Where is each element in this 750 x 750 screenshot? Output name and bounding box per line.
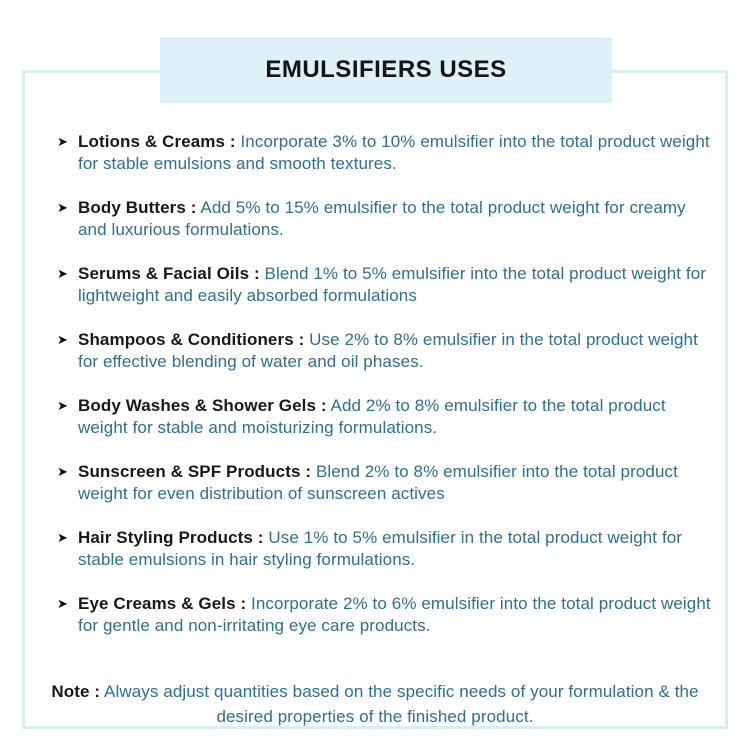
item-label: Body Butters :: [78, 198, 197, 217]
uses-list: ➤ Lotions & Creams : Incorporate 3% to 1…: [57, 131, 717, 659]
list-item: ➤ Hair Styling Products : Use 1% to 5% e…: [57, 527, 717, 571]
item-label: Hair Styling Products :: [78, 528, 264, 547]
arrowhead-bullet-icon: ➤: [57, 530, 68, 545]
arrowhead-bullet-icon: ➤: [57, 464, 68, 479]
arrowhead-bullet-icon: ➤: [57, 398, 68, 413]
list-item-text: Lotions & Creams : Incorporate 3% to 10%…: [78, 131, 717, 175]
item-description: Use 1% to 5% emulsifier in the total pro…: [78, 528, 683, 569]
list-item-text: Hair Styling Products : Use 1% to 5% emu…: [78, 527, 717, 571]
arrowhead-bullet-icon: ➤: [57, 266, 68, 281]
arrowhead-bullet-icon: ➤: [57, 332, 68, 347]
item-description: Add 2% to 8% emulsifier to the total pro…: [78, 396, 666, 437]
list-item: ➤ Sunscreen & SPF Products : Blend 2% to…: [57, 461, 717, 505]
list-item: ➤ Lotions & Creams : Incorporate 3% to 1…: [57, 131, 717, 175]
item-description: Blend 2% to 8% emulsifier into the total…: [78, 462, 678, 503]
list-item-text: Body Washes & Shower Gels : Add 2% to 8%…: [78, 395, 717, 439]
arrowhead-bullet-icon: ➤: [57, 200, 68, 215]
list-item: ➤ Body Washes & Shower Gels : Add 2% to …: [57, 395, 717, 439]
list-item-text: Serums & Facial Oils : Blend 1% to 5% em…: [78, 263, 717, 307]
item-label: Eye Creams & Gels :: [78, 594, 247, 613]
arrowhead-bullet-icon: ➤: [57, 596, 68, 611]
item-label: Sunscreen & SPF Products :: [78, 462, 312, 481]
list-item: ➤ Eye Creams & Gels : Incorporate 2% to …: [57, 593, 717, 637]
item-label: Shampoos & Conditioners :: [78, 330, 305, 349]
item-label: Body Washes & Shower Gels :: [78, 396, 327, 415]
item-description: Blend 1% to 5% emulsifier into the total…: [78, 264, 707, 305]
list-item: ➤ Serums & Facial Oils : Blend 1% to 5% …: [57, 263, 717, 307]
item-label: Serums & Facial Oils :: [78, 264, 260, 283]
list-item-text: Sunscreen & SPF Products : Blend 2% to 8…: [78, 461, 717, 505]
item-description: Add 5% to 15% emulsifier to the total pr…: [78, 198, 686, 239]
arrowhead-bullet-icon: ➤: [57, 134, 68, 149]
list-item-text: Eye Creams & Gels : Incorporate 2% to 6%…: [78, 593, 717, 637]
list-item-text: Shampoos & Conditioners : Use 2% to 8% e…: [78, 329, 717, 373]
item-description: Incorporate 3% to 10% emulsifier into th…: [78, 132, 710, 173]
note-text: Always adjust quantities based on the sp…: [104, 682, 699, 726]
list-item-text: Body Butters : Add 5% to 15% emulsifier …: [78, 197, 717, 241]
note: Note : Always adjust quantities based on…: [32, 679, 718, 729]
list-item: ➤ Shampoos & Conditioners : Use 2% to 8%…: [57, 329, 717, 373]
item-description: Use 2% to 8% emulsifier in the total pro…: [78, 330, 698, 371]
list-item: ➤ Body Butters : Add 5% to 15% emulsifie…: [57, 197, 717, 241]
item-label: Lotions & Creams :: [78, 132, 236, 151]
note-label: Note :: [51, 682, 101, 701]
page-title: EMULSIFIERS USES: [265, 56, 507, 83]
title-banner: EMULSIFIERS USES: [160, 37, 612, 103]
item-description: Incorporate 2% to 6% emulsifier into the…: [78, 594, 711, 635]
